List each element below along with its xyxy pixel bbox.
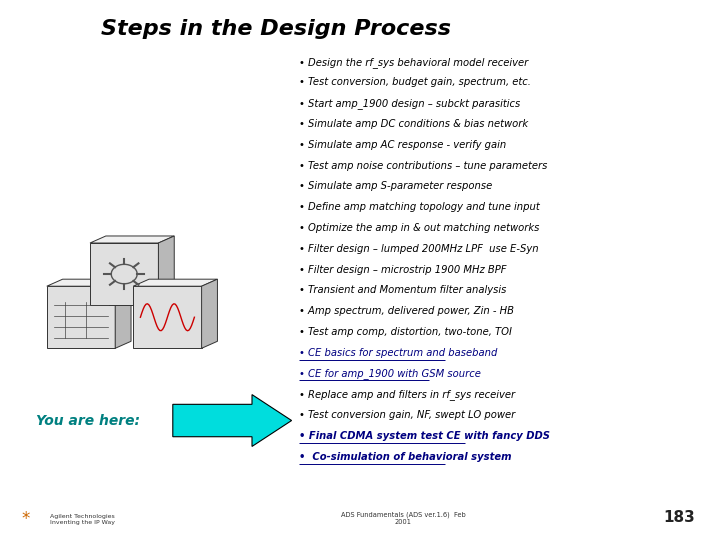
Text: • Test amp noise contributions – tune parameters: • Test amp noise contributions – tune pa… [299,160,547,171]
Text: Agilent Technologies
Inventing the IP Way: Agilent Technologies Inventing the IP Wa… [50,514,115,525]
Text: • Test conversion gain, NF, swept LO power: • Test conversion gain, NF, swept LO pow… [299,410,515,420]
Polygon shape [47,279,131,286]
Text: • Transient and Momentum filter analysis: • Transient and Momentum filter analysis [299,285,506,295]
Text: 183: 183 [663,510,695,525]
Text: •  Co-simulation of behavioral system: • Co-simulation of behavioral system [299,451,511,462]
Text: • Simulate amp DC conditions & bias network: • Simulate amp DC conditions & bias netw… [299,119,528,129]
Text: • Filter design – lumped 200MHz LPF  use E-Syn: • Filter design – lumped 200MHz LPF use … [299,244,539,254]
Bar [47,286,115,348]
Text: • Filter design – microstrip 1900 MHz BPF: • Filter design – microstrip 1900 MHz BP… [299,265,506,275]
Text: ADS Fundamentals (ADS ver.1.6)  Feb
2001: ADS Fundamentals (ADS ver.1.6) Feb 2001 [341,511,466,525]
Text: • Define amp matching topology and tune input: • Define amp matching topology and tune … [299,202,539,212]
Polygon shape [90,236,174,243]
Text: Steps in the Design Process: Steps in the Design Process [101,19,451,39]
Text: • CE for amp_1900 with GSM source: • CE for amp_1900 with GSM source [299,368,481,380]
Text: • Replace amp and filters in rf_sys receiver: • Replace amp and filters in rf_sys rece… [299,389,515,400]
Polygon shape [133,279,217,286]
Text: • Simulate amp AC response - verify gain: • Simulate amp AC response - verify gain [299,140,506,150]
Text: • Simulate amp S-parameter response: • Simulate amp S-parameter response [299,181,492,192]
Bar [90,243,158,305]
Polygon shape [202,279,217,348]
Text: • Amp spectrum, delivered power, Zin - HB: • Amp spectrum, delivered power, Zin - H… [299,306,514,316]
Text: • Final CDMA system test CE with fancy DDS: • Final CDMA system test CE with fancy D… [299,431,550,441]
Bar [133,286,202,348]
Text: • CE basics for spectrum and baseband: • CE basics for spectrum and baseband [299,348,498,358]
Text: You are here:: You are here: [36,414,140,428]
Polygon shape [158,236,174,305]
Text: • Test conversion, budget gain, spectrum, etc.: • Test conversion, budget gain, spectrum… [299,77,531,87]
Polygon shape [173,395,292,447]
Text: • Test amp comp, distortion, two-tone, TOI: • Test amp comp, distortion, two-tone, T… [299,327,512,337]
Text: • Start amp_1900 design – subckt parasitics: • Start amp_1900 design – subckt parasit… [299,98,520,109]
Text: • Optimize the amp in & out matching networks: • Optimize the amp in & out matching net… [299,223,539,233]
Polygon shape [115,279,131,348]
Text: *: * [21,510,30,529]
Text: • Design the rf_sys behavioral model receiver: • Design the rf_sys behavioral model rec… [299,57,528,68]
